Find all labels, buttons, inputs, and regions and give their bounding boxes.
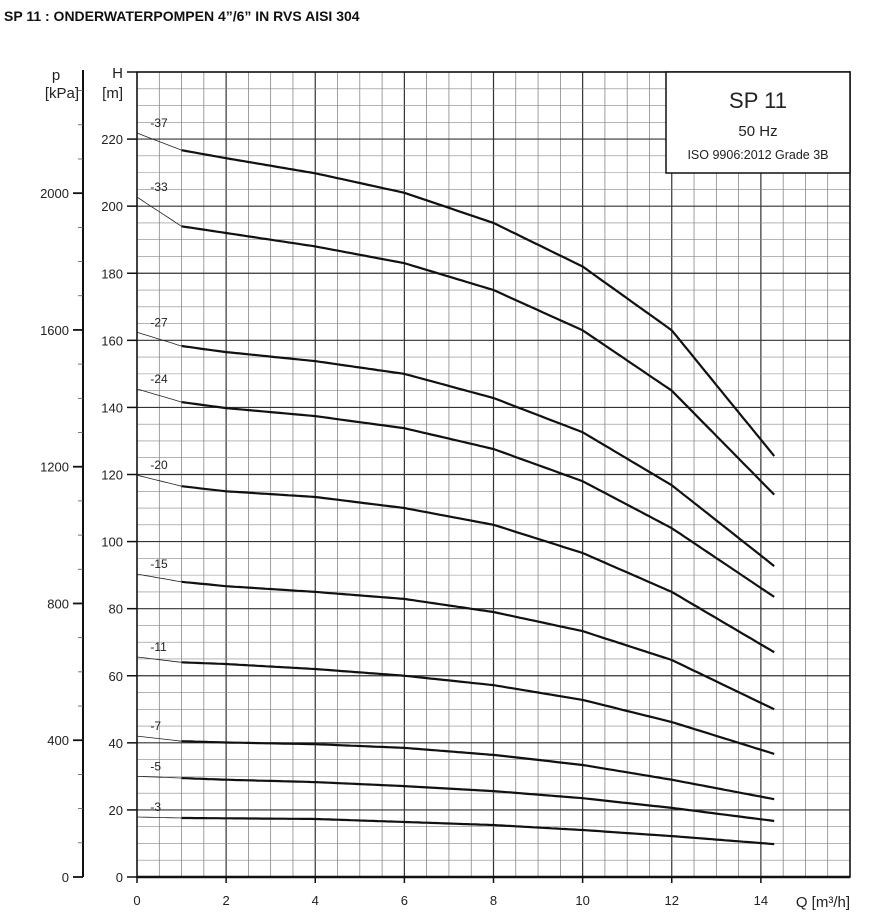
x-axis-label: Q [m³/h] — [796, 894, 850, 911]
y-tick-label: 0 — [116, 870, 123, 885]
y2-tick-label: 800 — [47, 596, 69, 611]
curve-thin--5 — [136, 776, 182, 779]
y-axis-unit: [m] — [102, 85, 123, 102]
curve-thin--20 — [136, 474, 182, 487]
y-tick-label: 180 — [101, 266, 123, 281]
curve-thin--33 — [136, 196, 182, 227]
y2-tick-label: 1200 — [40, 460, 69, 475]
x-tick-label: 2 — [223, 893, 230, 908]
curve-thin--11 — [136, 656, 182, 663]
y-tick-label: 100 — [101, 535, 123, 550]
curve-label: -5 — [150, 759, 161, 773]
curve-label: -27 — [150, 315, 168, 329]
y-axis-label: H — [112, 65, 123, 82]
legend-frequency: 50 Hz — [738, 123, 777, 140]
curve-label: -7 — [150, 719, 161, 733]
curve--20 — [181, 485, 775, 654]
curve-label: -3 — [150, 800, 161, 814]
curve-thin--15 — [136, 573, 182, 583]
x-tick-label: 14 — [754, 893, 768, 908]
y-tick-label: 140 — [101, 400, 123, 415]
y-tick-label: 40 — [109, 736, 123, 751]
curve--3 — [181, 816, 775, 846]
x-tick-label: 8 — [490, 893, 497, 908]
x-tick-label: 6 — [401, 893, 408, 908]
curve--5 — [181, 777, 775, 823]
curve-thin--24 — [136, 388, 182, 403]
curve-thin--7 — [136, 735, 182, 742]
legend-standard: ISO 9906:2012 Grade 3B — [687, 148, 828, 162]
curve--7 — [181, 740, 775, 801]
y-tick-label: 220 — [101, 132, 123, 147]
curve--15 — [181, 580, 775, 711]
y2-axis-label: p — [52, 67, 60, 84]
y-tick-label: 160 — [101, 333, 123, 348]
x-tick-label: 0 — [133, 893, 140, 908]
x-tick-label: 12 — [665, 893, 679, 908]
curve--24 — [181, 401, 775, 598]
y-tick-label: 80 — [109, 602, 123, 617]
y2-tick-label: 0 — [62, 870, 69, 885]
curve-thin--37 — [136, 132, 182, 151]
curve--27 — [181, 344, 775, 567]
legend-box — [665, 71, 851, 174]
curve--11 — [181, 661, 775, 755]
curve-thin--27 — [136, 331, 182, 347]
curve--37 — [181, 149, 776, 457]
curve-thin--3 — [136, 816, 182, 819]
curve-label: -15 — [150, 557, 168, 571]
y-tick-label: 200 — [101, 199, 123, 214]
curve--33 — [181, 225, 775, 496]
legend-model: SP 11 — [729, 88, 787, 113]
curve-label: -24 — [150, 372, 168, 386]
x-tick-label: 10 — [575, 893, 589, 908]
y2-tick-label: 1600 — [40, 323, 69, 338]
curve-label: -11 — [150, 640, 167, 654]
x-tick-label: 4 — [312, 893, 319, 908]
y2-axis-unit: [kPa] — [45, 85, 79, 102]
y-tick-label: 60 — [109, 669, 123, 684]
y2-tick-label: 400 — [47, 733, 69, 748]
y-tick-label: 20 — [109, 803, 123, 818]
curve-label: -33 — [150, 180, 168, 194]
y-tick-label: 120 — [101, 468, 123, 483]
curve-label: -20 — [150, 458, 168, 472]
y2-tick-label: 2000 — [40, 186, 69, 201]
page-title: SP 11 : ONDERWATERPOMPEN 4”/6” IN RVS AI… — [4, 8, 360, 24]
curve-label: -37 — [150, 116, 168, 130]
